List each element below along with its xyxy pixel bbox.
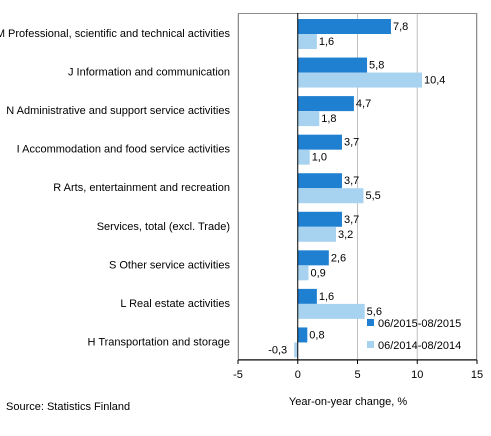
x-tick-label: 15 [471, 369, 483, 381]
data-label: 3,2 [338, 229, 353, 241]
bar-series2 [297, 34, 317, 49]
legend-label-2: 06/2014-08/2014 [378, 340, 461, 352]
data-label: 10,4 [424, 75, 445, 87]
data-label: 5,5 [365, 190, 380, 202]
bar-series2 [297, 111, 320, 127]
data-label: 1,6 [319, 291, 334, 303]
data-label: 3,7 [344, 137, 359, 149]
x-tick-label: -5 [233, 369, 243, 381]
data-label: 0,8 [309, 329, 324, 341]
x-axis-label: Year-on-year change, % [288, 396, 408, 408]
data-label: 1,6 [319, 36, 334, 48]
x-tick-label: 10 [411, 369, 423, 381]
data-label: 5,6 [367, 306, 382, 318]
category-label: N Administrative and support service act… [6, 105, 230, 117]
data-label: 3,7 [344, 175, 359, 187]
bar-series1 [297, 327, 308, 343]
category-label: R Arts, entertainment and recreation [53, 182, 230, 194]
category-label: I Accommodation and food service activit… [17, 144, 231, 156]
bar-series2 [297, 303, 365, 319]
data-label: 3,7 [344, 214, 359, 226]
data-label: -0,3 [268, 344, 287, 356]
category-label: J Information and communication [68, 67, 230, 79]
bar-series1 [297, 173, 342, 189]
data-label: 5,8 [369, 60, 384, 72]
category-label: M Professional, scientific and technical… [0, 28, 230, 40]
bar-series1 [297, 134, 342, 150]
legend-swatch-2 [367, 341, 374, 348]
legend-label-1: 06/2015-08/2015 [378, 318, 461, 330]
bar-series2 [294, 342, 298, 358]
data-label: 1,8 [321, 113, 336, 125]
data-label: 0,9 [311, 267, 326, 279]
bar-series2 [297, 188, 364, 204]
bar-series1 [297, 19, 391, 34]
bar-series1 [297, 250, 329, 266]
bar-series1 [297, 211, 342, 227]
bar-series2 [297, 72, 423, 88]
x-tick-label: 0 [295, 369, 301, 381]
legend-swatch-1 [367, 319, 374, 326]
bar-series1 [297, 96, 354, 112]
data-label: 7,8 [393, 21, 408, 33]
category-label: L Real estate activities [120, 298, 230, 310]
x-tick-label: 5 [354, 369, 360, 381]
source-note: Source: Statistics Finland [6, 401, 131, 413]
data-label: 1,0 [312, 152, 327, 164]
bar-series2 [297, 149, 310, 165]
bar-series1 [297, 57, 368, 73]
bar-series2 [297, 226, 336, 242]
data-label: 2,6 [331, 252, 346, 264]
category-label: H Transportation and storage [88, 336, 230, 348]
category-label: S Other service activities [109, 259, 231, 271]
data-label: 4,7 [356, 98, 371, 110]
category-label: Services, total (excl. Trade) [97, 221, 230, 233]
bar-series2 [297, 265, 309, 281]
bar-series1 [297, 288, 317, 304]
